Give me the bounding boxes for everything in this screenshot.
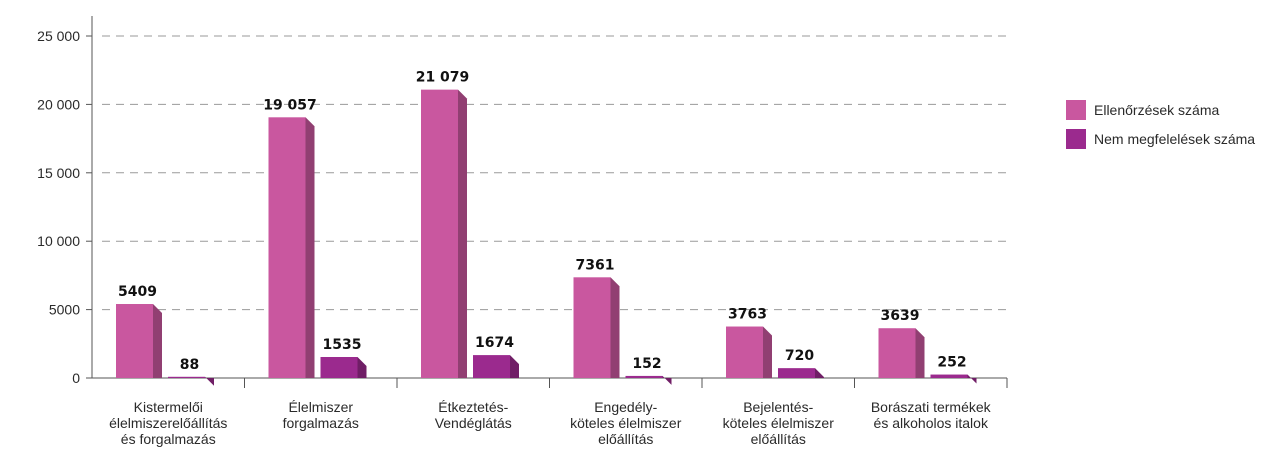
bar [320,357,367,378]
bar-front [320,357,358,378]
legend-swatch [1066,129,1086,149]
category-label: élelmiszerelőállítás [109,415,227,431]
legend-swatch [1066,100,1086,120]
bar-side [510,355,519,378]
value-label: 252 [937,355,966,371]
category-label: Vendéglátás [435,415,512,431]
category-label: Élelmiszer [288,399,353,415]
bar-front [878,328,916,378]
data-labels: 5409 88 19 057 1535 21 079 1674 7361 152 3763 720… [118,70,967,373]
value-label: 19 057 [263,97,317,113]
bar-front [778,368,815,378]
y-tick-label: 15 000 [37,165,80,181]
bar [778,368,824,378]
legend-label: Ellenőrzések száma [1094,102,1219,118]
bar [930,374,977,384]
bar [268,117,315,379]
category-label: Bejelentés- [743,399,813,415]
bar-front [573,277,611,378]
bar-front [930,374,968,378]
bar-side [153,304,162,378]
category-label: köteles élelmiszer [723,415,835,431]
bar-front [268,117,306,379]
value-label: 1674 [475,335,514,351]
bar-front [625,375,663,378]
category-label: előállítás [598,431,653,447]
bar-front [168,376,205,378]
bar-side [662,375,672,385]
bar [878,328,925,378]
category-label: és forgalmazás [121,431,216,447]
value-label: 5409 [118,284,157,300]
bar-front [726,326,763,378]
value-label: 1535 [323,337,362,353]
bar [473,355,519,378]
value-label: 21 079 [416,70,470,86]
bar [116,304,162,378]
category-label: Étkeztetés- [438,399,508,415]
value-label: 3639 [881,308,920,324]
y-tick-label: 10 000 [37,233,80,249]
bar-side [815,368,824,378]
bar-front [116,304,153,378]
y-tick-label: 5000 [49,302,80,318]
value-label: 720 [785,348,814,364]
value-label: 152 [632,356,661,372]
y-tick-label: 0 [72,370,80,386]
y-tick-label: 25 000 [37,28,80,44]
bar-side [763,326,772,378]
bar [726,326,772,378]
bar-front [473,355,510,378]
bars [116,89,977,386]
value-label: 88 [180,357,199,373]
gridlines [102,35,1007,311]
bar-side [305,117,315,379]
bar [573,277,620,378]
bar [625,375,672,385]
bar [421,89,467,378]
category-label: köteles élelmiszer [570,415,682,431]
axes: 0 5000 10 000 15 000 20 000 25 000 Kistermelői… [37,16,1008,447]
category-label: Kistermelői [134,399,203,415]
category-label: Borászati termékek [871,399,992,415]
bar-side [458,89,467,378]
category-label: előállítás [751,431,806,447]
category-label: és alkoholos italok [874,415,989,431]
bar [168,376,214,386]
bar-side [205,376,214,386]
category-label: Engedély- [594,399,657,415]
value-label: 7361 [576,257,615,273]
value-label: 3763 [728,307,767,323]
bar-front [421,89,458,378]
bar-side [915,328,925,378]
legend-label: Nem megfelelések száma [1094,131,1255,147]
y-tick-label: 20 000 [37,96,80,112]
bar-side [967,374,977,384]
legend: Ellenőrzések száma Nem megfelelések száma [1066,100,1255,149]
bar-side [610,277,620,378]
bar-side [357,357,367,378]
category-label: forgalmazás [283,415,359,431]
